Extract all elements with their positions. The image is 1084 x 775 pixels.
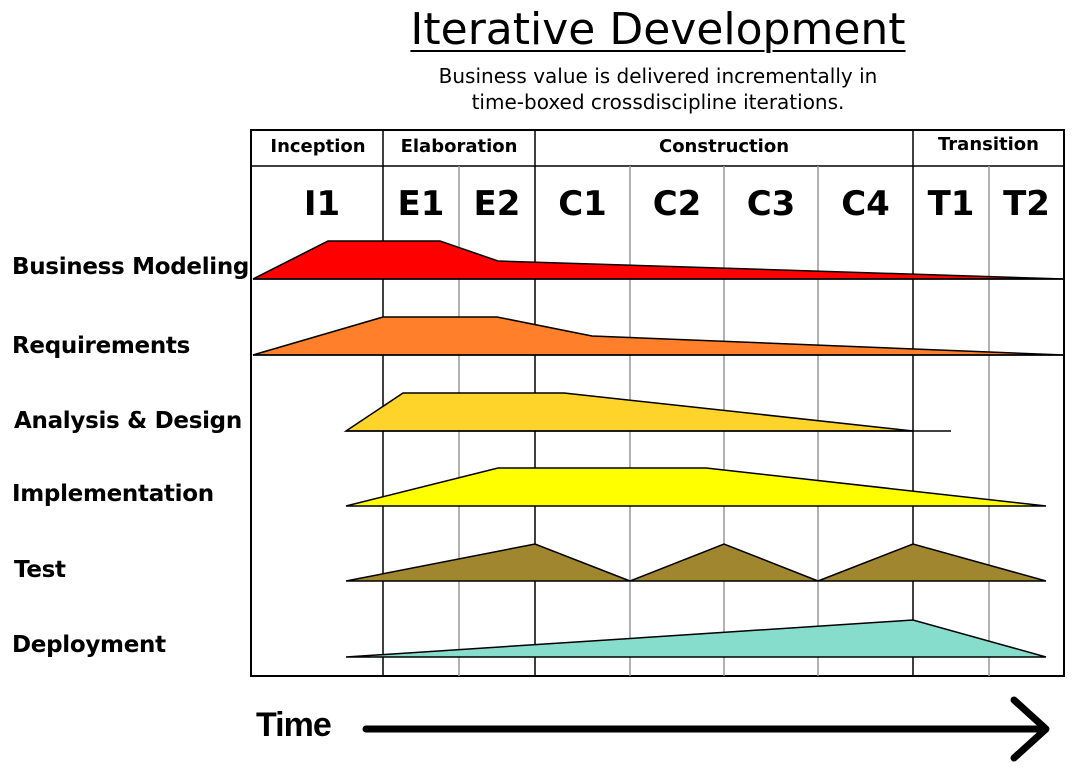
iteration-t2: T2 bbox=[1003, 184, 1050, 224]
grid-frame bbox=[250, 129, 1065, 677]
discipline-business-modeling: Business Modeling bbox=[12, 254, 250, 280]
discipline-deployment: Deployment bbox=[12, 632, 166, 658]
time-arrow-head bbox=[1010, 696, 1050, 762]
iteration-t1: T1 bbox=[927, 184, 975, 224]
diagram-title: Iterative Development bbox=[410, 4, 906, 55]
phase-elaboration: Elaboration bbox=[400, 136, 518, 157]
iteration-e1: E1 bbox=[397, 184, 445, 224]
deployment-effort bbox=[345, 619, 1047, 658]
iteration-c1: C1 bbox=[558, 184, 607, 224]
implementation-effort bbox=[345, 467, 1047, 507]
test-effort bbox=[345, 543, 631, 582]
phase-inception: Inception bbox=[270, 136, 366, 157]
discipline-test: Test bbox=[14, 557, 66, 583]
iteration-c2: C2 bbox=[652, 184, 702, 224]
test-effort bbox=[629, 543, 819, 582]
phase-transition: Transition bbox=[938, 134, 1039, 155]
requirements-effort bbox=[252, 316, 1065, 356]
iteration-i1: I1 bbox=[303, 184, 341, 224]
iteration-e2: E2 bbox=[473, 184, 521, 224]
subtitle-line-2: time-boxed crossdiscipline iterations. bbox=[471, 90, 845, 114]
test-effort bbox=[817, 543, 1047, 582]
discipline-requirements: Requirements bbox=[12, 333, 190, 359]
business-modeling-effort bbox=[252, 240, 1065, 280]
iteration-c4: C4 bbox=[841, 184, 890, 224]
time-label: Time bbox=[256, 706, 332, 744]
discipline-analysis-design: Analysis & Design bbox=[14, 408, 242, 434]
iteration-c3: C3 bbox=[746, 184, 796, 224]
discipline-implementation: Implementation bbox=[12, 481, 214, 507]
subtitle-line-1: Business value is delivered incrementall… bbox=[438, 64, 878, 88]
phase-construction: Construction bbox=[658, 136, 790, 157]
